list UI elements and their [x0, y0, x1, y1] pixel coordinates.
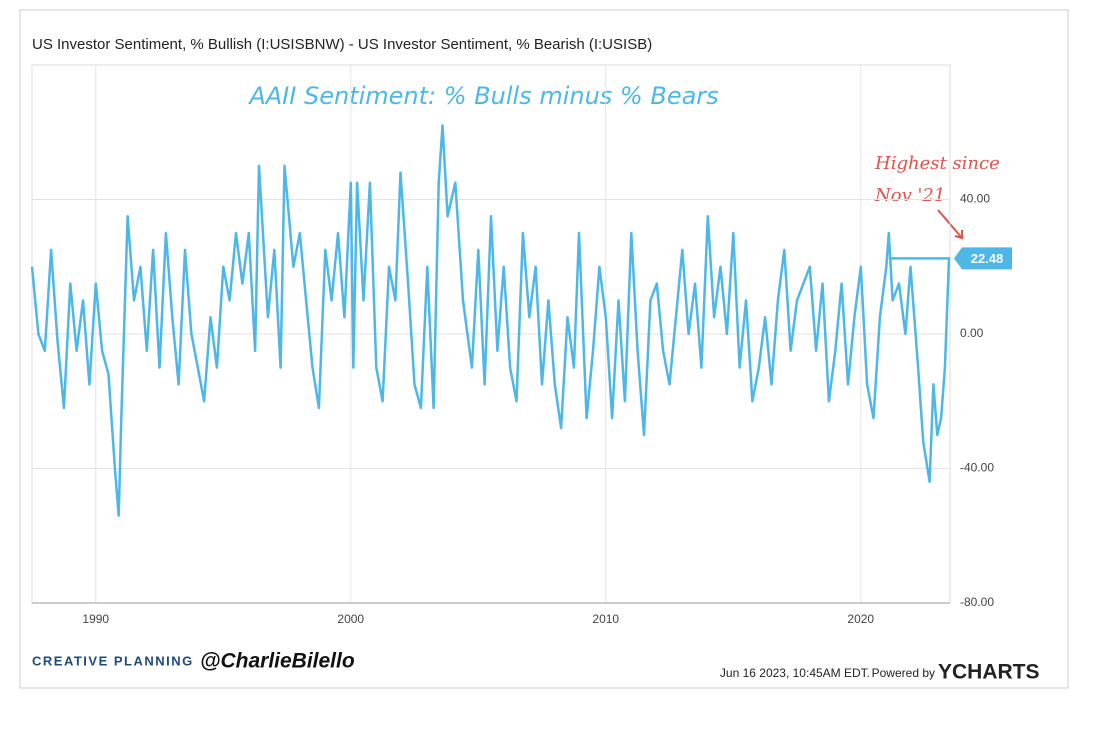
- timestamp: Jun 16 2023, 10:45AM EDT.: [720, 666, 870, 680]
- callout: Nov '21: [874, 185, 945, 206]
- x-tick-label: 2010: [592, 612, 619, 626]
- handle: @CharlieBilello: [200, 650, 355, 673]
- last-value-label: 22.48: [971, 251, 1004, 266]
- chart-title: US Investor Sentiment, % Bullish (I:USIS…: [32, 36, 652, 53]
- y-tick-label: -40.00: [960, 461, 994, 475]
- y-tick-label: 40.00: [960, 192, 990, 206]
- last-value-box: [954, 247, 1012, 270]
- y-tick-label: -80.00: [960, 595, 994, 609]
- powered-by: Powered by: [872, 666, 935, 680]
- x-tick-label: 1990: [82, 612, 109, 626]
- brand: CREATIVE PLANNING: [32, 653, 194, 668]
- x-tick-label: 2020: [847, 612, 874, 626]
- annotation: AAII Sentiment: % Bulls minus % Bears: [247, 82, 718, 110]
- provider: YCHARTS: [938, 661, 1040, 684]
- x-tick-label: 2000: [337, 612, 364, 626]
- callout: Highest since: [874, 153, 1000, 174]
- y-tick-label: 0.00: [960, 326, 984, 340]
- series-line: [30, 124, 951, 517]
